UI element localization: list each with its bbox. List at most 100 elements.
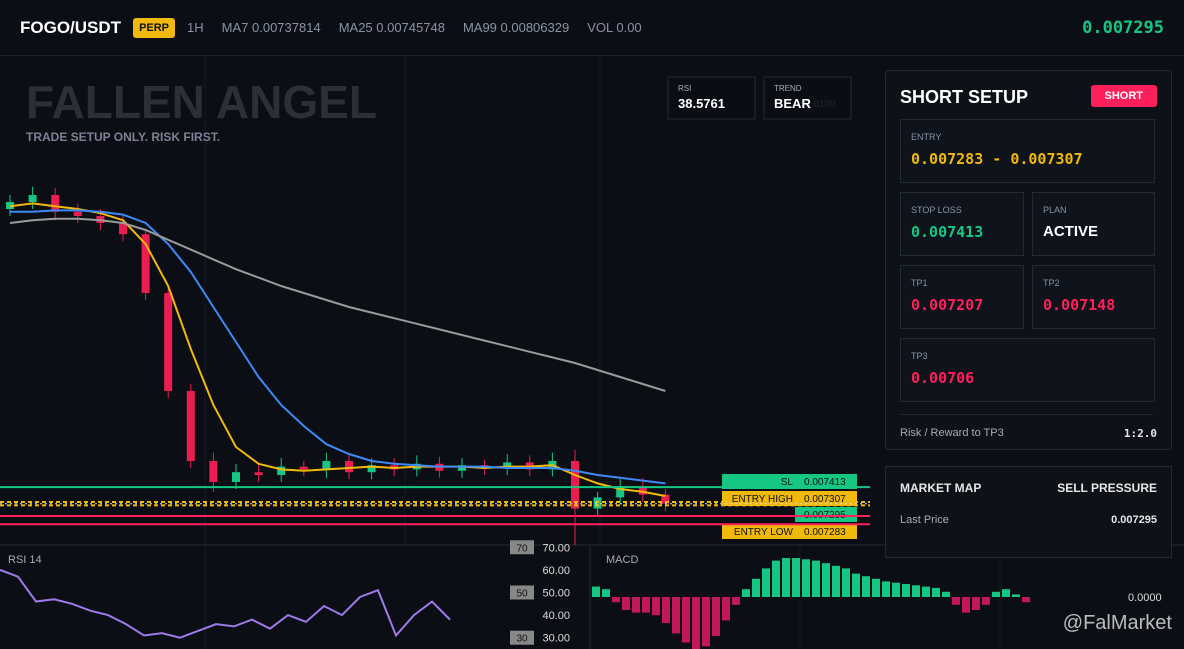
macd-bar (802, 559, 810, 597)
label: ENTRY (911, 132, 942, 142)
macd-bar (842, 568, 850, 597)
candle-body (367, 465, 376, 473)
setup-panel: SHORT SETUP SHORT ENTRY 0.007283 - 0.0073… (885, 70, 1172, 450)
row-label: Last Price (900, 514, 949, 526)
stat-box: RSI 38.5761 (667, 76, 756, 120)
value: 0.007148 (1043, 296, 1116, 314)
level-label: ENTRY HIGH (732, 494, 793, 505)
market-status: SELL PRESSURE (1057, 481, 1157, 495)
candle-body (661, 494, 670, 504)
candle-body (209, 461, 218, 482)
timeframe[interactable]: 1H (187, 20, 204, 35)
level-text: 30 (516, 634, 528, 645)
rr-label: Risk / Reward to TP3 (900, 427, 1004, 439)
label: PLAN (1043, 205, 1067, 215)
macd-bar (612, 597, 620, 603)
macd-bar (602, 589, 610, 597)
rsi-title: RSI 14 (8, 554, 42, 566)
y-tick-label: 40.00 (542, 610, 570, 622)
macd-bar (702, 597, 710, 647)
card: STOP LOSS 0.007413 (900, 192, 1024, 256)
macd-bar (892, 582, 900, 597)
macd-bar (1002, 589, 1010, 597)
label: TP2 (1043, 278, 1060, 288)
ma-line (9, 202, 666, 497)
candle-body (571, 461, 579, 509)
macd-bar (992, 591, 1000, 597)
label: STOP LOSS (911, 205, 962, 215)
macd-bar (792, 558, 800, 597)
candle-body (186, 391, 195, 461)
market-title: MARKET MAP (900, 481, 982, 495)
candle-body (345, 461, 353, 473)
stat-label: TREND (774, 84, 802, 93)
macd-bar (762, 568, 770, 597)
stat-value: 38.5761 (678, 96, 725, 111)
candle-body (322, 461, 331, 470)
macd-bar (812, 560, 820, 597)
indicator: MA7 0.00737814 (221, 20, 321, 35)
stat-box: TREND BEAR (763, 76, 852, 120)
value: ACTIVE (1043, 223, 1099, 240)
y-tick-label: 0.0000 (1128, 592, 1162, 604)
ma-line (10, 209, 666, 485)
label: TP3 (911, 351, 928, 361)
watermark: @FalMarket (1062, 612, 1172, 634)
level-box (722, 491, 857, 506)
macd-bar (632, 597, 640, 613)
macd-bar (662, 597, 670, 623)
badge: PERP (133, 17, 176, 38)
symbol: FOGO/USDT (20, 17, 122, 37)
y-tick-label: 60.00 (542, 565, 570, 577)
row-value: 0.007295 (1111, 514, 1157, 526)
macd-bar (1022, 597, 1030, 603)
level-marker (510, 630, 534, 645)
level-box (722, 474, 857, 489)
candle-body (232, 472, 240, 482)
macd-bar (722, 597, 730, 621)
value: 0.007283 - 0.007307 (911, 150, 1083, 168)
watermark-title: FALLEN ANGEL (26, 76, 377, 128)
stat-bg (667, 76, 756, 120)
price: 0.007295 (1082, 17, 1164, 38)
value: 0.007413 (911, 223, 984, 241)
candle-body (299, 466, 308, 470)
macd-bar (652, 597, 660, 616)
macd-bar (822, 563, 830, 597)
macd-bar (622, 597, 630, 610)
candle-body (638, 486, 647, 495)
candle-body (28, 195, 37, 202)
card: TP3 0.00706 (900, 338, 1155, 402)
candle-body (164, 293, 173, 391)
panel-title: SHORT SETUP (900, 87, 1029, 107)
y-tick-label: 30.00 (542, 633, 570, 645)
level-text: 50 (516, 588, 528, 599)
value: 0.00706 (911, 369, 975, 387)
level-value: 0.007413 (804, 477, 846, 488)
price-box (795, 507, 857, 522)
y-tick-label: 70.00 (542, 542, 570, 554)
macd-bar (712, 597, 720, 636)
level-marker (510, 585, 534, 600)
rr-value: 1:2.0 (1123, 427, 1157, 440)
macd-bar (912, 585, 920, 597)
candle-body (616, 486, 625, 498)
rsi-line (0, 568, 451, 639)
macd-bar (902, 584, 910, 597)
macd-bar (982, 597, 990, 605)
stat-label: RSI (678, 84, 691, 93)
candle-body (458, 465, 466, 471)
indicator: MA25 0.00745748 (338, 20, 445, 35)
macd-bar (832, 565, 840, 597)
ma-line (9, 217, 666, 392)
badge[interactable]: SHORT (1090, 85, 1157, 107)
macd-bar (682, 597, 690, 643)
macd-bar (642, 597, 650, 613)
macd-bar (732, 597, 740, 605)
level-value: 0.007283 (804, 527, 846, 538)
indicator: VOL 0.00 (587, 20, 642, 35)
macd-bar (852, 573, 860, 597)
y-tick-label: 50.00 (542, 587, 570, 599)
